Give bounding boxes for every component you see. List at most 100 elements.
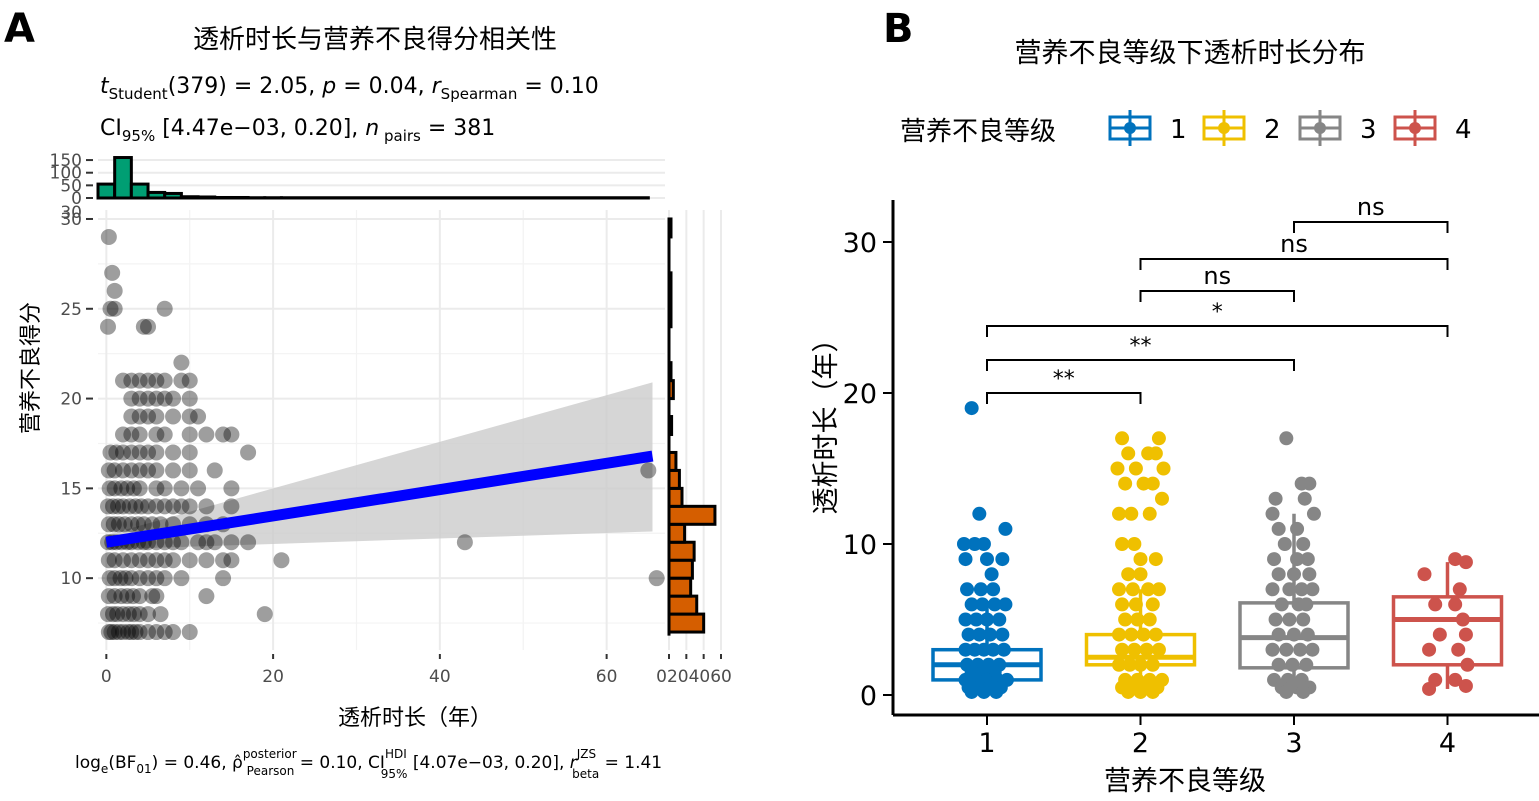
scatter-point xyxy=(133,498,150,515)
jitter-point xyxy=(1271,521,1286,536)
histogram-bar xyxy=(146,190,167,200)
scatter-point xyxy=(206,462,223,479)
legend-key-point xyxy=(1314,122,1326,134)
jitter-point xyxy=(1274,597,1289,612)
scatter-point xyxy=(140,318,157,335)
jitter-point xyxy=(975,597,990,612)
scatter-point xyxy=(125,480,142,497)
x-tick-label: 0 xyxy=(101,667,112,687)
scatter-point xyxy=(135,318,152,335)
jitter-point xyxy=(1296,537,1311,551)
scatter-point xyxy=(181,408,198,425)
scatter-point xyxy=(140,390,157,407)
scatter-point xyxy=(148,624,165,641)
scatter-point xyxy=(102,444,119,461)
jitter-point xyxy=(1279,431,1294,446)
scatter-point xyxy=(223,498,240,515)
scatter-point xyxy=(198,588,215,605)
jitter-point xyxy=(1448,552,1463,567)
x-tick-label: 60 xyxy=(596,667,618,687)
scatter-point xyxy=(240,534,257,551)
legend-key-point xyxy=(1218,122,1230,134)
jitter-point xyxy=(1265,582,1280,597)
panel-b-tag: B xyxy=(883,6,914,52)
jitter-point xyxy=(958,552,973,567)
jitter-point xyxy=(1290,521,1305,536)
jitter-point xyxy=(1422,642,1437,657)
scatter-point xyxy=(165,552,182,569)
jitter-point xyxy=(986,642,1001,657)
jitter-point xyxy=(1265,506,1280,521)
scatter-point xyxy=(123,552,140,569)
panel-b-x-axis-label: 营养不良等级 xyxy=(1104,766,1266,797)
panel-a-y-axis-label: 营养不良得分 xyxy=(19,302,44,434)
significance-label: ** xyxy=(1130,334,1152,359)
scatter-point xyxy=(123,624,140,641)
jitter-point xyxy=(998,597,1013,612)
jitter-point xyxy=(1302,476,1317,491)
jitter-point xyxy=(1422,681,1437,696)
histogram-bar xyxy=(113,156,133,200)
jitter-point xyxy=(1122,657,1137,672)
scatter-point xyxy=(140,498,157,515)
jitter-point xyxy=(1115,597,1130,612)
histogram-bar xyxy=(667,576,693,598)
jitter-point xyxy=(1127,537,1142,551)
scatter-point xyxy=(190,534,207,551)
scatter-point xyxy=(140,462,157,479)
jitter-point xyxy=(983,627,998,642)
jitter-point xyxy=(964,684,979,699)
jitter-point xyxy=(973,582,988,597)
significance-bracket xyxy=(986,359,1295,371)
scatter-point xyxy=(173,534,190,551)
scatter-point xyxy=(112,570,129,587)
jitter-point xyxy=(1458,627,1473,642)
jitter-point xyxy=(1300,627,1315,642)
scatter-point xyxy=(130,516,147,533)
scatter-point xyxy=(181,552,198,569)
y-tick-label: 30 xyxy=(843,228,877,259)
jitter-point xyxy=(1428,597,1443,612)
scatter-point xyxy=(100,462,117,479)
jitter-point xyxy=(1115,537,1130,551)
scatter-point xyxy=(165,462,182,479)
scatter-point xyxy=(173,372,190,389)
scatter-point xyxy=(115,426,132,443)
scatter-point xyxy=(113,480,130,497)
y-tick-label: 10 xyxy=(60,569,82,589)
scatter-point xyxy=(100,588,117,605)
jitter-point xyxy=(958,612,973,627)
scatter-point xyxy=(165,534,182,551)
scatter-point xyxy=(115,372,132,389)
scatter-point xyxy=(131,624,148,641)
jitter-point xyxy=(1299,597,1314,612)
jitter-point xyxy=(1118,476,1133,491)
histogram-bar xyxy=(667,558,694,580)
scatter-point xyxy=(273,552,290,569)
scatter-point xyxy=(148,498,165,515)
jitter-point xyxy=(1121,567,1136,582)
scatter-point xyxy=(100,606,117,623)
significance-label: * xyxy=(1212,300,1223,325)
jitter-point xyxy=(1145,684,1160,699)
panel-a-x-axis-label: 透析时长（年） xyxy=(338,706,492,731)
jitter-point xyxy=(1124,506,1139,521)
jitter-point xyxy=(1432,627,1447,642)
scatter-point xyxy=(127,498,144,515)
scatter-point xyxy=(115,462,132,479)
jitter-point xyxy=(1287,627,1301,642)
jitter-point xyxy=(1127,642,1142,657)
significance-bracket xyxy=(1139,290,1295,302)
panel-b: B 营养不良等级下透析时长分布 营养不良等级 1 2 3 4 0 10 20 30 1 2 3 4 n… xyxy=(811,6,1539,797)
scatter-point xyxy=(110,516,127,533)
histogram-bar xyxy=(96,182,117,200)
scatter-point xyxy=(125,588,142,605)
x-tick-label: 40 xyxy=(429,667,451,687)
jitter-point xyxy=(1282,582,1297,597)
scatter-point xyxy=(113,588,130,605)
scatter-point xyxy=(131,444,148,461)
jitter-point xyxy=(1287,567,1301,582)
significance-bracket xyxy=(1139,258,1449,270)
scatter-point xyxy=(101,570,118,587)
legend-label: 3 xyxy=(1360,115,1377,145)
